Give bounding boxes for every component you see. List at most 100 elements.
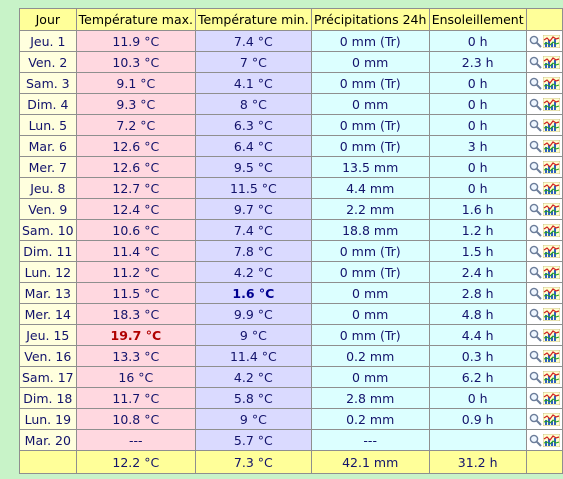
day-cell: Jeu. 1 [19,30,77,52]
magnifier-icon[interactable] [529,77,542,90]
footer-temp-min: 7.3 °C [195,450,312,474]
row-actions-cell [525,30,563,52]
magnifier-icon[interactable] [529,203,542,216]
mini-chart-icon[interactable] [542,139,560,153]
row-actions-cell [525,324,563,346]
temp-min-cell: 7 °C [195,51,312,73]
temp-max-cell: 12.6 °C [75,135,197,157]
row-actions [529,199,560,219]
mini-chart-icon[interactable] [542,412,560,426]
precipitation-cell: 0.2 mm [310,408,430,430]
magnifier-icon[interactable] [529,329,542,342]
sunshine-cell: 0 h [428,177,527,199]
row-actions-cell [525,387,563,409]
temp-max-cell: 11.2 °C [75,261,197,283]
day-cell: Dim. 11 [19,240,77,262]
header-day: Jour [19,8,77,31]
table-row: Sam. 3 9.1 °C 4.1 °C 0 mm (Tr) 0 h [19,72,563,94]
mini-chart-icon[interactable] [542,370,560,384]
row-actions-cell [525,303,563,325]
mini-chart-icon[interactable] [542,181,560,195]
precipitation-cell: --- [310,429,430,451]
mini-chart-icon[interactable] [542,391,560,405]
precipitation-cell: 18.8 mm [310,219,430,241]
sunshine-cell: 4.4 h [428,324,527,346]
day-cell: Jeu. 8 [19,177,77,199]
sunshine-cell: 2.3 h [428,51,527,73]
table-row: Jeu. 15 19.7 °C 9 °C 0 mm (Tr) 4.4 h [19,324,563,346]
mini-chart-icon[interactable] [542,433,560,447]
mini-chart-icon[interactable] [542,244,560,258]
table-row: Mar. 20 --- 5.7 °C --- [19,429,563,451]
magnifier-icon[interactable] [529,119,542,132]
temp-min-cell: 9.9 °C [195,303,312,325]
magnifier-icon[interactable] [529,245,542,258]
row-actions-cell [525,282,563,304]
magnifier-icon[interactable] [529,98,542,111]
row-actions [529,409,560,429]
day-cell: Lun. 5 [19,114,77,136]
row-actions [529,157,560,177]
magnifier-icon[interactable] [529,182,542,195]
row-actions-cell [525,261,563,283]
magnifier-icon[interactable] [529,392,542,405]
table-header-row: Jour Température max. Température min. P… [19,8,563,31]
magnifier-icon[interactable] [529,287,542,300]
mini-chart-icon[interactable] [542,34,560,48]
footer-precipitation: 42.1 mm [310,450,430,474]
day-cell: Ven. 16 [19,345,77,367]
mini-chart-icon[interactable] [542,265,560,279]
table-row: Dim. 18 11.7 °C 5.8 °C 2.8 mm 0 h [19,387,563,409]
row-actions [529,346,560,366]
temp-min-cell: 11.4 °C [195,345,312,367]
row-actions [529,136,560,156]
magnifier-icon[interactable] [529,308,542,321]
mini-chart-icon[interactable] [542,76,560,90]
magnifier-icon[interactable] [529,35,542,48]
row-actions [529,262,560,282]
day-cell: Sam. 17 [19,366,77,388]
temp-max-cell: 10.8 °C [75,408,197,430]
temp-min-cell: 9 °C [195,324,312,346]
mini-chart-icon[interactable] [542,223,560,237]
temp-max-cell: 19.7 °C [75,324,197,346]
table-row: Ven. 9 12.4 °C 9.7 °C 2.2 mm 1.6 h [19,198,563,220]
magnifier-icon[interactable] [529,266,542,279]
magnifier-icon[interactable] [529,413,542,426]
temp-min-cell: 6.3 °C [195,114,312,136]
day-cell: Mar. 13 [19,282,77,304]
day-cell: Mer. 14 [19,303,77,325]
mini-chart-icon[interactable] [542,118,560,132]
magnifier-icon[interactable] [529,224,542,237]
temp-min-cell: 7.4 °C [195,30,312,52]
magnifier-icon[interactable] [529,371,542,384]
mini-chart-icon[interactable] [542,286,560,300]
mini-chart-icon[interactable] [542,328,560,342]
mini-chart-icon[interactable] [542,307,560,321]
mini-chart-icon[interactable] [542,160,560,174]
footer-temp-max: 12.2 °C [75,450,197,474]
row-actions-cell [525,429,563,451]
header-temp-max: Température max. [75,8,197,31]
magnifier-icon[interactable] [529,350,542,363]
temp-min-cell: 4.2 °C [195,261,312,283]
sunshine-cell: 0 h [428,387,527,409]
table-row: Lun. 12 11.2 °C 4.2 °C 0 mm (Tr) 2.4 h [19,261,563,283]
mini-chart-icon[interactable] [542,55,560,69]
temp-max-cell: 7.2 °C [75,114,197,136]
row-actions-cell [525,51,563,73]
magnifier-icon[interactable] [529,434,542,447]
footer-sunshine: 31.2 h [428,450,527,474]
magnifier-icon[interactable] [529,140,542,153]
temp-min-cell: 8 °C [195,93,312,115]
mini-chart-icon[interactable] [542,97,560,111]
temp-max-cell: 12.4 °C [75,198,197,220]
magnifier-icon[interactable] [529,56,542,69]
row-actions-cell [525,72,563,94]
temp-min-cell: 6.4 °C [195,135,312,157]
mini-chart-icon[interactable] [542,349,560,363]
sunshine-cell: 0 h [428,30,527,52]
mini-chart-icon[interactable] [542,202,560,216]
magnifier-icon[interactable] [529,161,542,174]
table-row: Sam. 10 10.6 °C 7.4 °C 18.8 mm 1.2 h [19,219,563,241]
